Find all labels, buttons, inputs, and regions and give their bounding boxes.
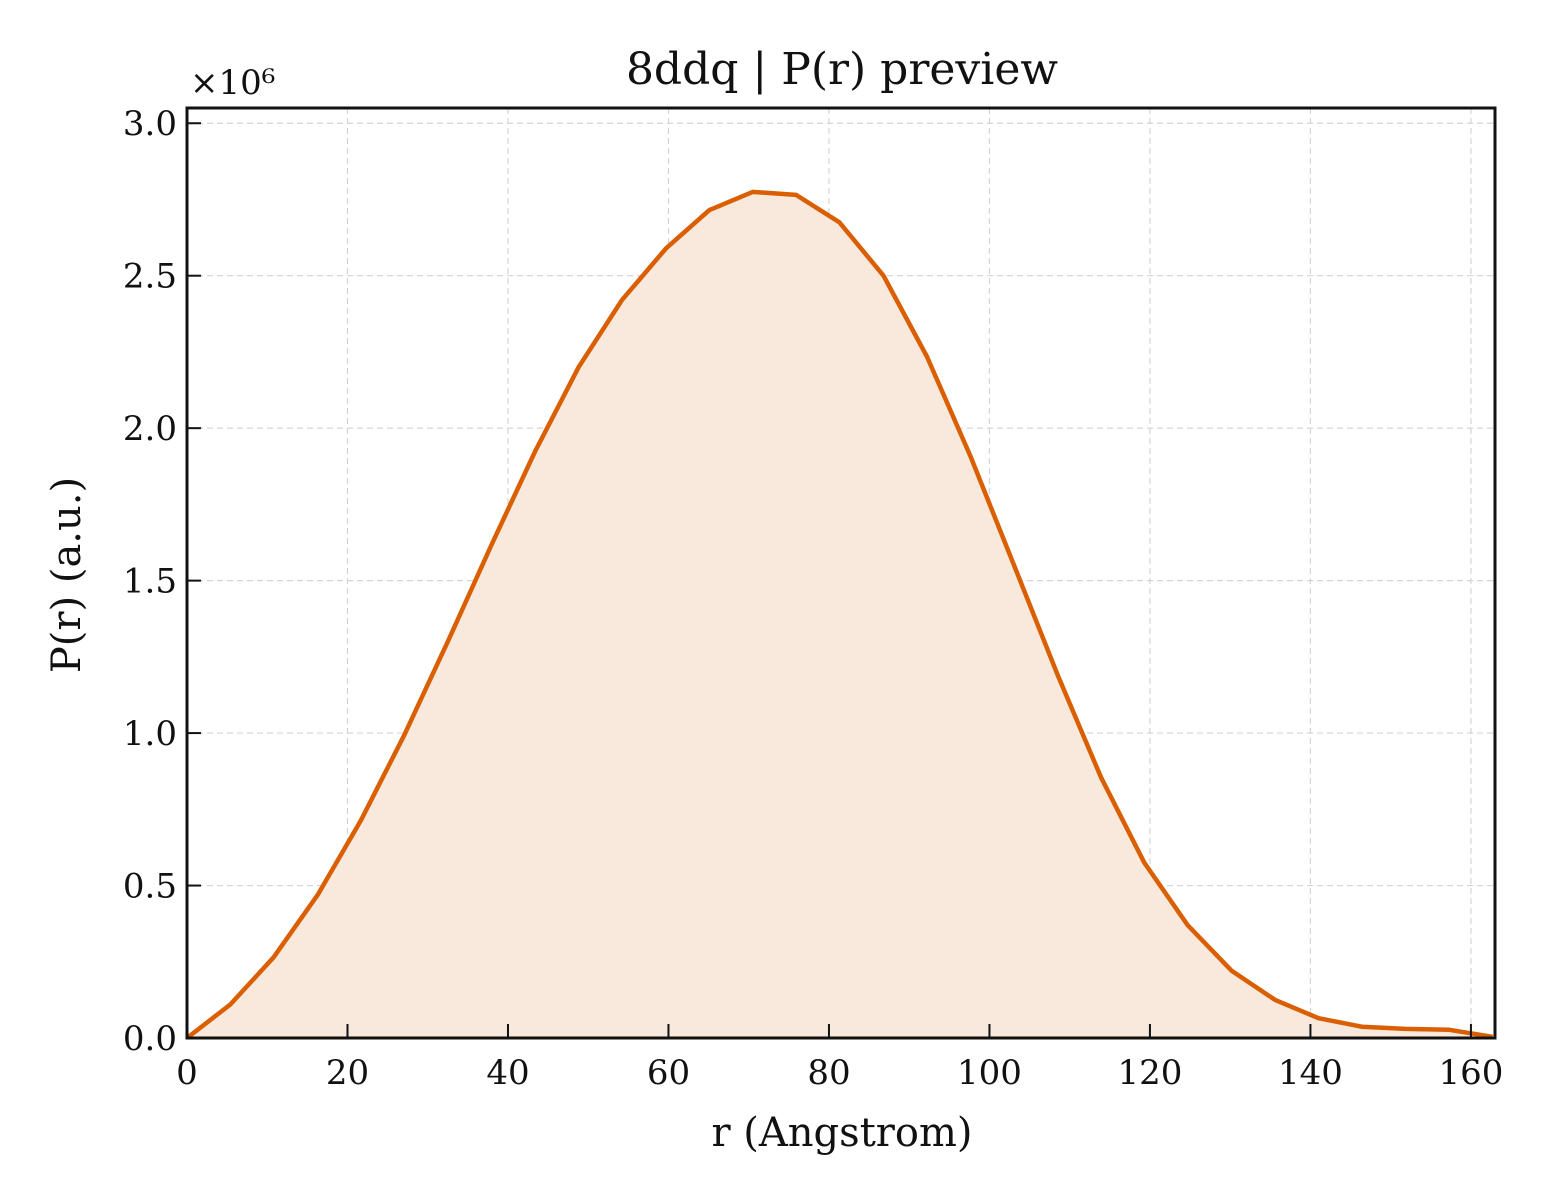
plot-frame [185, 106, 1497, 1040]
x-tick-label: 160 [1438, 1053, 1503, 1093]
x-tick-labels: 0 20 40 60 80 100 120 140 160 [176, 1053, 1503, 1093]
y-tick-label: 1.0 [123, 714, 177, 754]
chart-title: 8ddq | P(r) preview [626, 44, 1058, 95]
x-tick-label: 60 [647, 1053, 690, 1093]
y-tick-labels: 0.0 0.5 1.0 1.5 2.0 2.5 3.0 [123, 104, 177, 1059]
x-tick-label: 0 [176, 1053, 198, 1093]
x-tick-label: 20 [326, 1053, 369, 1093]
x-tick-label: 100 [957, 1053, 1022, 1093]
y-tick-label: 2.5 [123, 257, 177, 297]
x-tick-label: 40 [486, 1053, 529, 1093]
x-axis-title: r (Angstrom) [711, 1110, 972, 1156]
pr-area-fill [187, 191, 1493, 1038]
y-tick-label: 3.0 [123, 104, 177, 144]
x-tick-label: 120 [1117, 1053, 1182, 1093]
x-tick-label: 140 [1278, 1053, 1343, 1093]
y-tick-label: 0.5 [123, 867, 177, 907]
y-axis-title: P(r) (a.u.) [44, 477, 90, 673]
plot-area [185, 189, 1493, 1040]
y-tick-label: 0.0 [123, 1019, 177, 1059]
y-multiplier-label: ×10⁶ [190, 63, 275, 103]
pr-curve-line [185, 189, 1493, 1040]
y-tick-label: 1.5 [123, 562, 177, 602]
x-tick-label: 80 [807, 1053, 850, 1093]
y-tick-label: 2.0 [123, 409, 177, 449]
